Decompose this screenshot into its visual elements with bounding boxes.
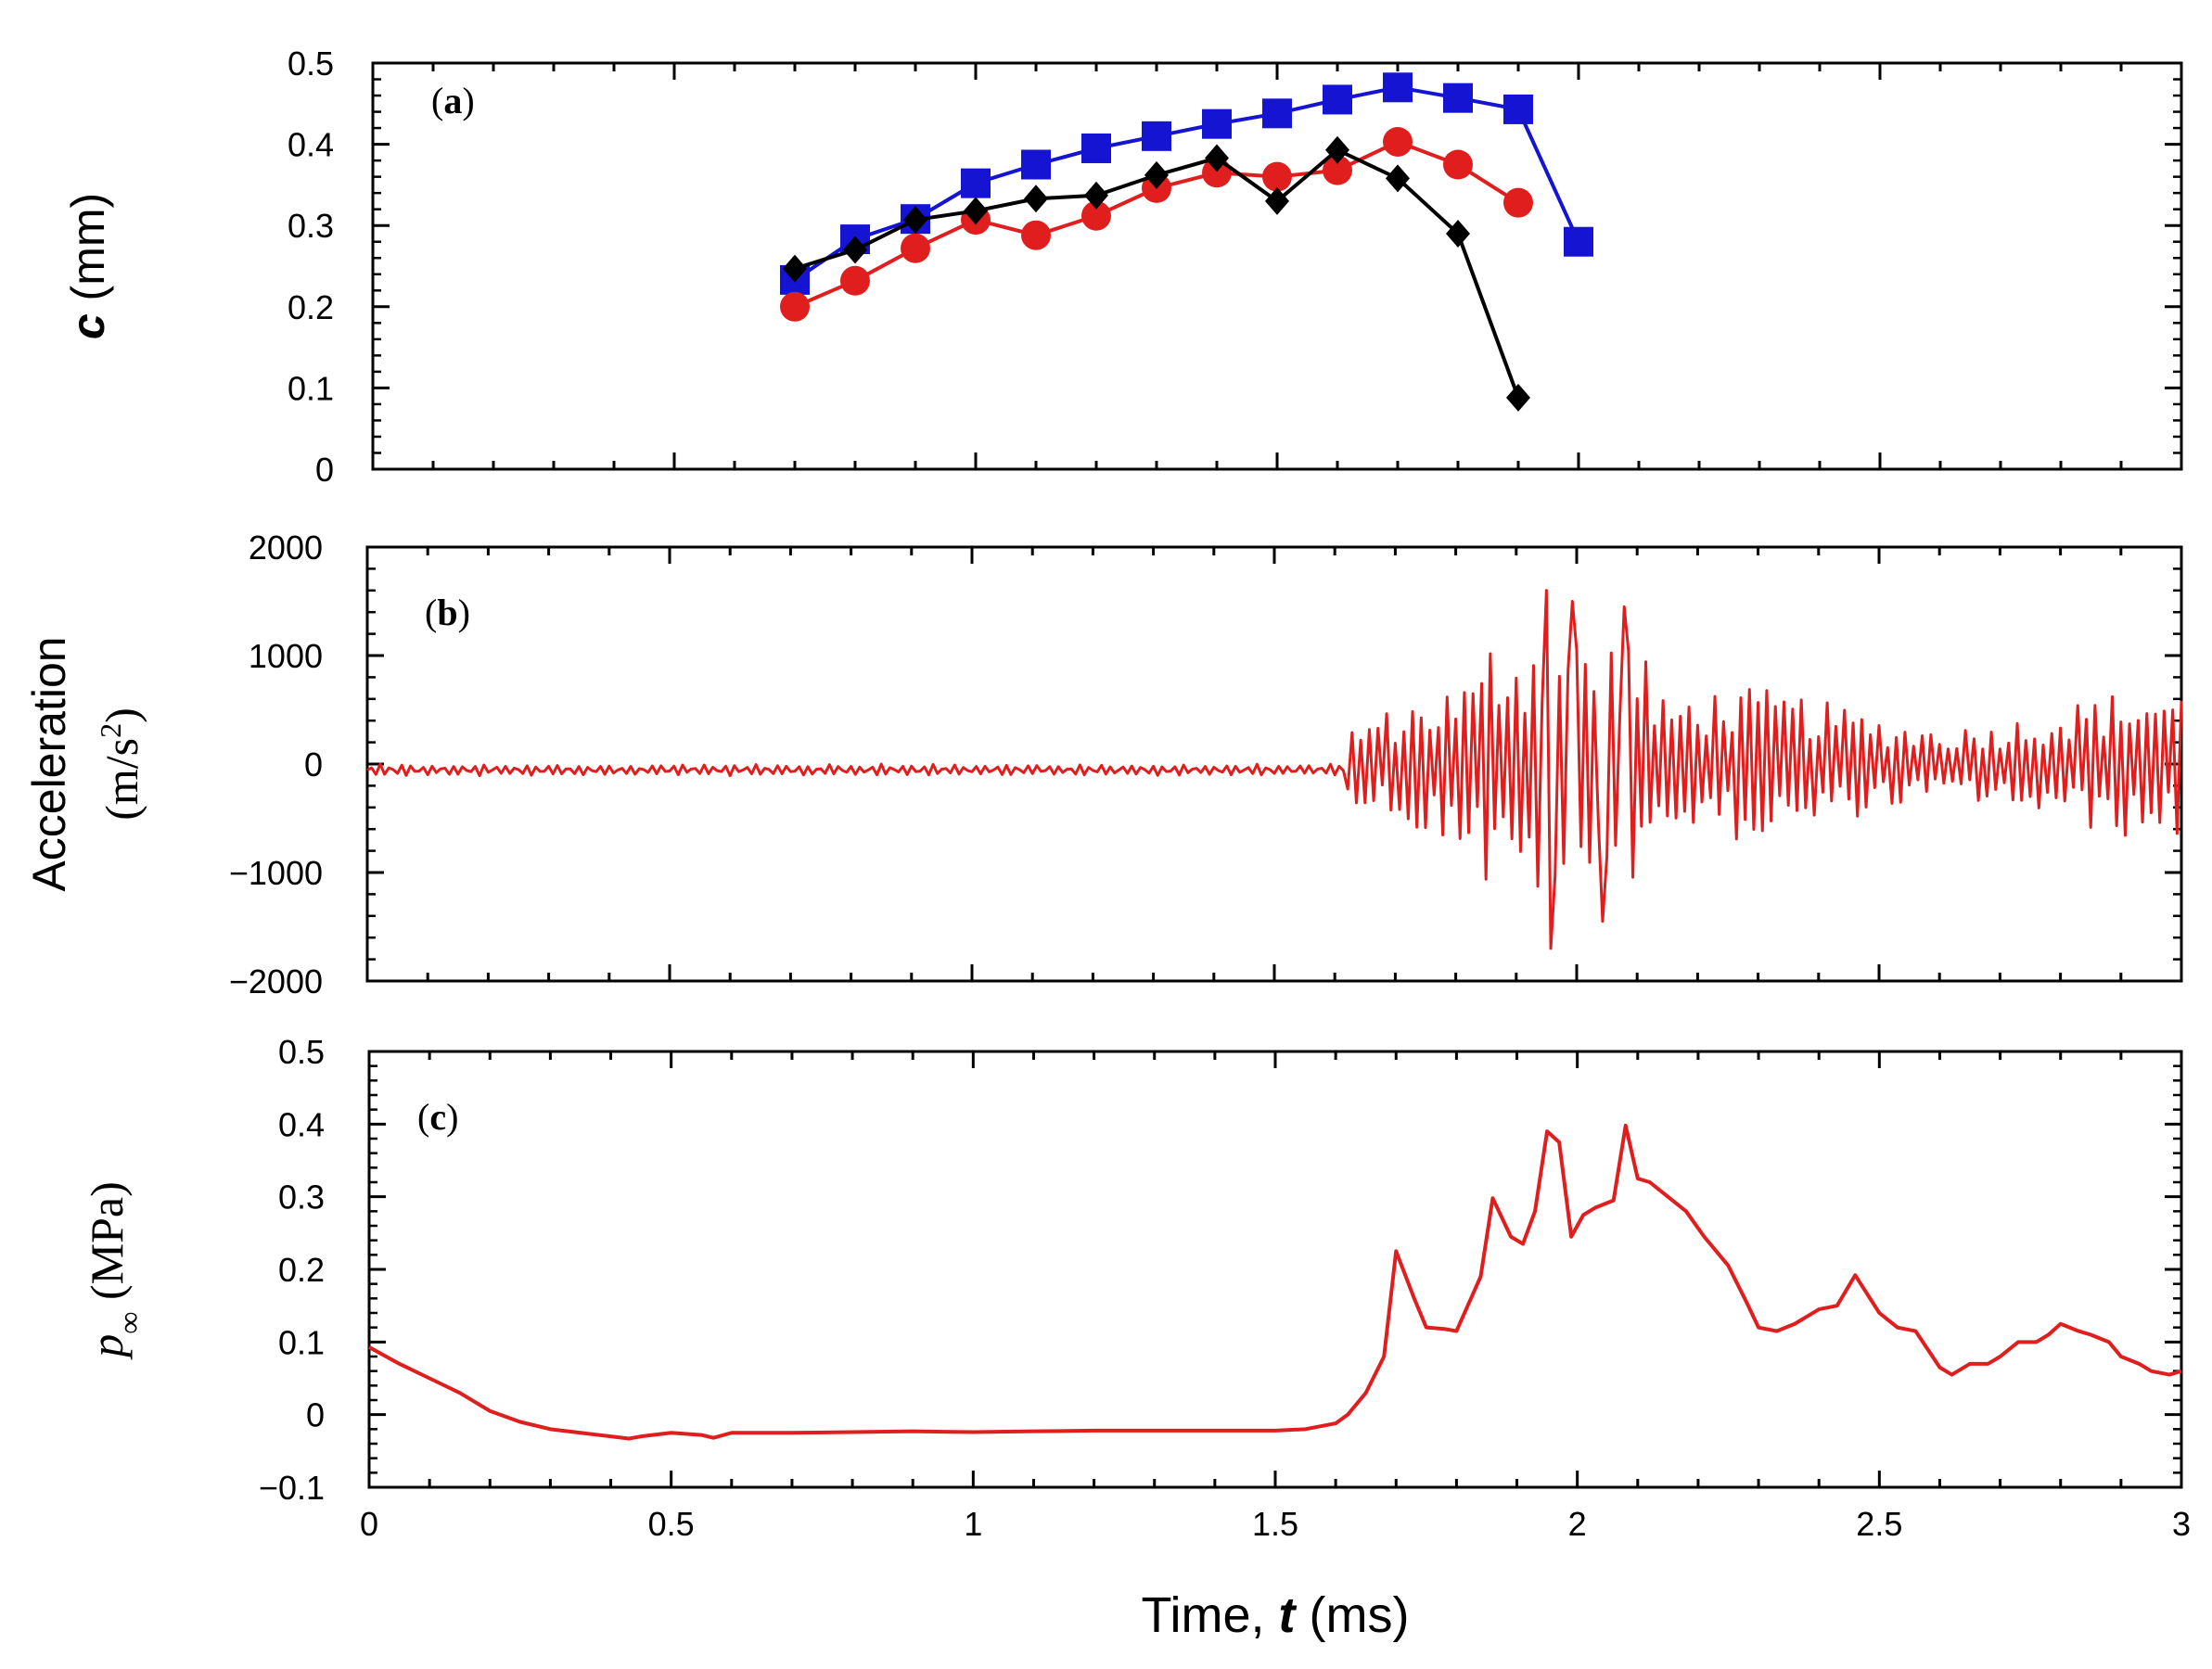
y-tick-label: 0.1 <box>278 1323 325 1361</box>
y-tick-label: 0.1 <box>288 369 334 407</box>
panel-b: −2000 −1000 0 1000 2000 (b) Acceleration (m/… <box>23 529 2183 1000</box>
x-axis-label: Time, t (ms) <box>1142 1587 1410 1643</box>
data-point-circle <box>1021 220 1051 250</box>
y-tick-label: 0 <box>304 745 323 784</box>
x-tick-label: 0 <box>360 1505 378 1543</box>
panel-b-frame <box>365 545 2183 983</box>
data-point-circle <box>901 233 930 263</box>
data-point-diamond <box>1506 383 1530 412</box>
data-point-diamond <box>1024 185 1048 213</box>
data-point-circle <box>1443 149 1473 180</box>
panel-a-ticks <box>371 61 2183 471</box>
data-point-circle <box>1262 161 1292 192</box>
panel-c-ylabel: p∞ (MPa) <box>81 1181 147 1360</box>
data-point-diamond <box>783 254 807 283</box>
panel-b-ticks <box>365 545 2183 983</box>
y-tick-label: −1000 <box>229 854 323 892</box>
data-point-diamond <box>1144 160 1169 189</box>
data-point-square <box>961 168 991 198</box>
panel-b-ylabel-line2: (m/s2) <box>94 707 147 821</box>
data-point-diamond <box>1386 164 1410 193</box>
data-point-diamond <box>843 236 867 264</box>
panel-a-ylabel: c (mm) <box>62 193 114 339</box>
data-point-circle <box>840 265 870 296</box>
x-tick-label: 2.5 <box>1856 1505 1902 1543</box>
data-point-square <box>1262 98 1292 129</box>
data-point-diamond <box>1205 144 1229 172</box>
data-point-circle <box>780 291 810 322</box>
panel-a: 0 0.1 0.2 0.3 0.4 0.5 (a) c (mm) <box>62 45 2183 489</box>
data-point-circle <box>1383 126 1413 157</box>
panel-b-series <box>366 589 2183 950</box>
panel-c: −0.1 0 0.1 0.2 0.3 0.4 0.5 0 0.5 1 1.5 2 2.5 3 (c) p… <box>81 1033 2191 1543</box>
y-tick-label: 0.4 <box>278 1105 325 1143</box>
x-tick-label: 1 <box>964 1505 982 1543</box>
y-tick-label: 0.3 <box>288 207 334 245</box>
panel-c-series <box>368 1123 2182 1441</box>
y-tick-label: 0.2 <box>288 288 334 326</box>
panel-b-label: (b) <box>425 592 470 633</box>
acceleration-line <box>366 589 2183 950</box>
y-tick-label: 2000 <box>249 529 323 567</box>
panel-c-xtick-labels: 0 0.5 1 1.5 2 2.5 3 <box>360 1505 2191 1543</box>
data-point-circle <box>1081 200 1111 231</box>
panel-b-ylabel-line1: Acceleration <box>23 636 75 891</box>
data-point-circle <box>1323 155 1352 185</box>
panel-c-ticks <box>367 1050 2183 1489</box>
data-point-square <box>1081 133 1111 163</box>
series-square <box>780 72 1593 295</box>
pressure-line <box>368 1123 2182 1441</box>
y-tick-label: 0.5 <box>278 1033 325 1071</box>
y-tick-label: 0.2 <box>278 1251 325 1289</box>
data-point-diamond <box>1265 186 1289 215</box>
data-point-square <box>1323 84 1352 115</box>
series-circle <box>780 126 1533 322</box>
panel-c-frame <box>367 1050 2183 1489</box>
data-point-square <box>1383 72 1413 103</box>
y-tick-label: 0.3 <box>278 1178 325 1217</box>
data-point-diamond <box>1446 219 1470 248</box>
data-point-square <box>1142 121 1171 151</box>
y-tick-label: −2000 <box>229 962 323 1000</box>
y-tick-label: 0 <box>306 1396 325 1434</box>
y-tick-label: 0 <box>315 451 334 489</box>
data-point-diamond <box>1084 181 1108 210</box>
panel-a-ytick-labels: 0 0.1 0.2 0.3 0.4 0.5 <box>288 45 334 489</box>
panel-a-label: (a) <box>431 80 475 121</box>
series-diamond <box>783 135 1530 412</box>
data-point-circle <box>1503 187 1533 218</box>
x-tick-label: 3 <box>2172 1505 2191 1543</box>
panel-a-series <box>780 72 1593 412</box>
y-tick-label: 0.4 <box>288 126 334 164</box>
data-point-square <box>1202 108 1232 139</box>
data-point-diamond <box>903 206 927 235</box>
data-point-diamond <box>1325 135 1349 164</box>
panel-c-label: (c) <box>417 1096 458 1138</box>
x-tick-label: 0.5 <box>648 1505 695 1543</box>
data-point-square <box>1503 94 1533 124</box>
y-tick-label: 1000 <box>249 637 323 675</box>
y-tick-label: −0.1 <box>259 1469 325 1507</box>
panel-b-ytick-labels: −2000 −1000 0 1000 2000 <box>229 529 323 1000</box>
data-point-square <box>1564 226 1593 257</box>
data-point-square <box>1443 83 1473 113</box>
panel-c-ytick-labels: −0.1 0 0.1 0.2 0.3 0.4 0.5 <box>259 1033 325 1507</box>
data-point-square <box>1021 149 1051 180</box>
data-point-diamond <box>964 197 988 225</box>
y-tick-label: 0.5 <box>288 45 334 83</box>
x-tick-label: 2 <box>1568 1505 1587 1543</box>
x-tick-label: 1.5 <box>1252 1505 1298 1543</box>
